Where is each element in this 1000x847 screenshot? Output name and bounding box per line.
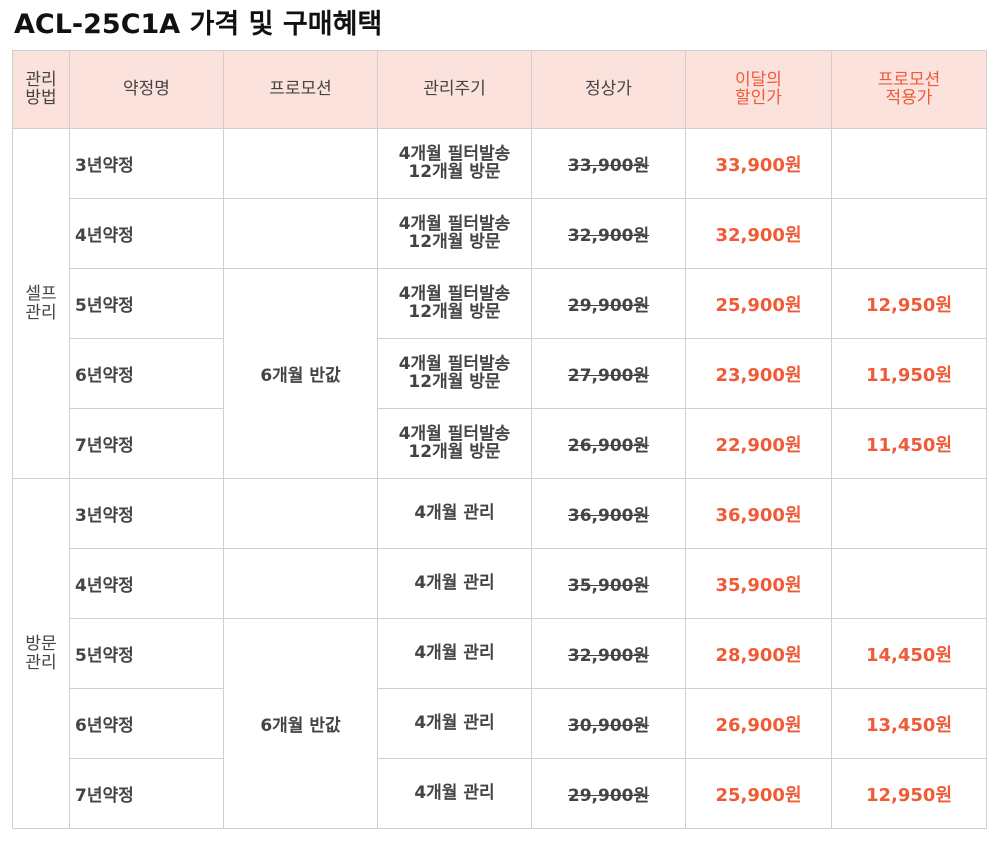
discount-price: 23,900원 <box>685 338 832 409</box>
plan-name: 7년약정 <box>69 408 224 479</box>
management-cycle: 4개월 관리 <box>377 688 532 759</box>
plan-name: 4년약정 <box>69 548 224 619</box>
price-table: 관리 방법 약정명 프로모션 관리주기 정상가 이달의 할인가 프로모션 적용가… <box>12 50 987 829</box>
table-row: 5년약정 6개월 반값 4개월 관리 32,900원 28,900원 14,450원 <box>13 618 987 829</box>
table-row: 7년약정 4개월 관리 29,900원 25,900원 12,950원 <box>13 758 987 829</box>
promo-price: 11,950원 <box>831 338 987 409</box>
header-row: 관리 방법 약정명 프로모션 관리주기 정상가 이달의 할인가 프로모션 적용가 <box>12 50 987 129</box>
header-plan: 약정명 <box>69 50 224 129</box>
header-cycle: 관리주기 <box>377 50 532 129</box>
regular-price: 32,900원 <box>531 198 686 269</box>
table-row: 셀프 관리 3년약정 4개월 필터발송 12개월 방문 33,900원 33,900원 <box>12 128 987 479</box>
regular-price: 33,900원 <box>531 128 686 199</box>
management-cycle: 4개월 관리 <box>377 618 532 689</box>
management-cycle: 4개월 관리 <box>377 478 532 549</box>
group-label: 방문 관리 <box>12 478 70 829</box>
discount-price: 36,900원 <box>685 478 832 549</box>
plan-name: 5년약정 <box>69 268 224 339</box>
promotion-label: 6개월 반값 <box>223 268 378 479</box>
header-discount-price: 이달의 할인가 <box>685 50 832 129</box>
promotion-cell-empty <box>223 478 378 549</box>
regular-price: 26,900원 <box>531 408 686 479</box>
discount-price: 26,900원 <box>685 688 832 759</box>
promotion-cell-empty <box>223 198 378 269</box>
management-cycle: 4개월 필터발송 12개월 방문 <box>377 128 532 199</box>
plan-name: 5년약정 <box>69 618 224 689</box>
table-row: 6년약정 4개월 필터발송 12개월 방문 27,900원 23,900원 11,950원 <box>13 338 987 409</box>
promo-price: 12,950원 <box>831 268 987 339</box>
regular-price: 36,900원 <box>531 478 686 549</box>
group-label: 셀프 관리 <box>12 128 70 479</box>
header-promotion: 프로모션 <box>223 50 378 129</box>
management-cycle: 4개월 필터발송 12개월 방문 <box>377 268 532 339</box>
header-method: 관리 방법 <box>12 50 70 129</box>
promo-price: 12,950원 <box>831 758 987 829</box>
discount-price: 25,900원 <box>685 758 832 829</box>
header-promo-price: 프로모션 적용가 <box>831 50 987 129</box>
promo-price <box>831 128 987 199</box>
regular-price: 27,900원 <box>531 338 686 409</box>
page-title: ACL-25C1A 가격 및 구매혜택 <box>14 9 383 40</box>
table-row: 5년약정 6개월 반값 4개월 필터발송 12개월 방문 29,900원 25,900원 1… <box>13 268 987 479</box>
plan-name: 6년약정 <box>69 338 224 409</box>
discount-price: 35,900원 <box>685 548 832 619</box>
discount-price: 25,900원 <box>685 268 832 339</box>
promotion-label: 6개월 반값 <box>223 618 378 829</box>
plan-name: 3년약정 <box>69 128 224 199</box>
discount-price: 22,900원 <box>685 408 832 479</box>
table-row: 6년약정 4개월 관리 30,900원 26,900원 13,450원 <box>13 688 987 759</box>
promo-price <box>831 548 987 619</box>
discount-price: 28,900원 <box>685 618 832 689</box>
promo-price <box>831 478 987 549</box>
plan-name: 6년약정 <box>69 688 224 759</box>
promo-price <box>831 198 987 269</box>
regular-price: 29,900원 <box>531 758 686 829</box>
promotion-cell-empty <box>223 128 378 199</box>
regular-price: 30,900원 <box>531 688 686 759</box>
management-cycle: 4개월 관리 <box>377 758 532 829</box>
table-row: 4년약정 4개월 관리 35,900원 35,900원 <box>13 548 987 619</box>
plan-name: 3년약정 <box>69 478 224 549</box>
management-cycle: 4개월 필터발송 12개월 방문 <box>377 198 532 269</box>
table-row: 7년약정 4개월 필터발송 12개월 방문 26,900원 22,900원 11,450원 <box>13 408 987 479</box>
discount-price: 32,900원 <box>685 198 832 269</box>
header-regular-price: 정상가 <box>531 50 686 129</box>
plan-name: 4년약정 <box>69 198 224 269</box>
table-row: 방문 관리 3년약정 4개월 관리 36,900원 36,900원 <box>12 478 987 829</box>
regular-price: 29,900원 <box>531 268 686 339</box>
regular-price: 32,900원 <box>531 618 686 689</box>
management-cycle: 4개월 필터발송 12개월 방문 <box>377 338 532 409</box>
promotion-cell-empty <box>223 548 378 619</box>
discount-price: 33,900원 <box>685 128 832 199</box>
plan-name: 7년약정 <box>69 758 224 829</box>
promo-price: 13,450원 <box>831 688 987 759</box>
table-row: 4년약정 4개월 필터발송 12개월 방문 32,900원 32,900원 <box>13 198 987 269</box>
promo-price: 14,450원 <box>831 618 987 689</box>
promo-price: 11,450원 <box>831 408 987 479</box>
regular-price: 35,900원 <box>531 548 686 619</box>
management-cycle: 4개월 필터발송 12개월 방문 <box>377 408 532 479</box>
management-cycle: 4개월 관리 <box>377 548 532 619</box>
